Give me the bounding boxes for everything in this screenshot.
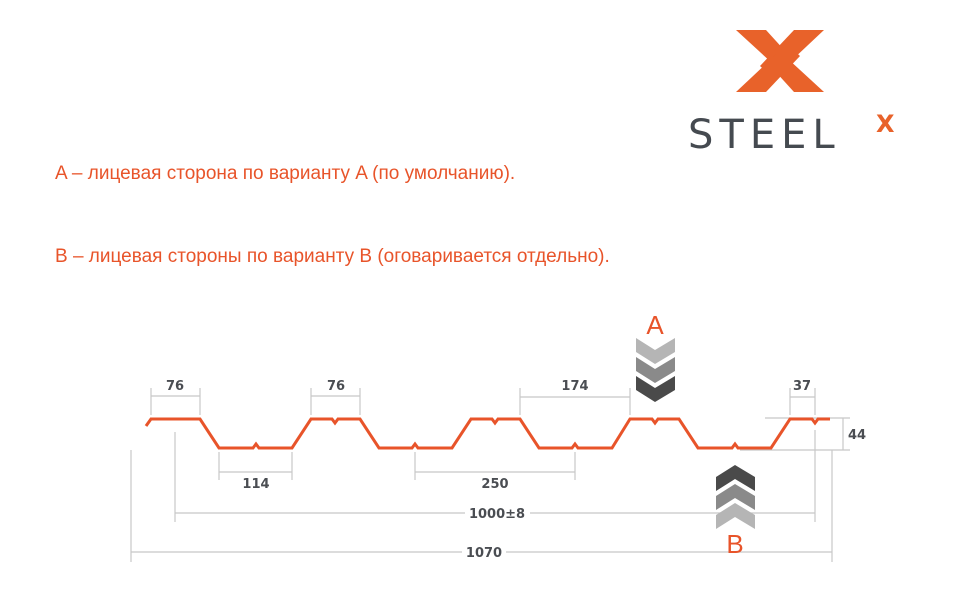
dimension-labels: 76 76 174 37 44 114 250 1000±8 1070 [166, 379, 866, 561]
svg-text:250: 250 [481, 477, 508, 492]
svg-text:1070: 1070 [466, 546, 502, 561]
description-side-a: A – лицевая сторона по варианту A (по ум… [55, 163, 516, 184]
svg-text:114: 114 [242, 477, 269, 492]
svg-text:76: 76 [327, 379, 345, 394]
logo-superscript: X [876, 110, 895, 138]
side-a-label: A [646, 310, 664, 340]
svg-text:1000±8: 1000±8 [469, 507, 525, 522]
svg-text:76: 76 [166, 379, 184, 394]
logo-text: STEEL [688, 112, 841, 158]
description-side-b: B – лицевая стороны по варианту B (огова… [55, 246, 610, 267]
dimension-lines [130, 388, 850, 562]
side-b-label: B [726, 529, 743, 559]
sheet-profile [144, 417, 830, 450]
chevrons-up-icon [716, 465, 755, 529]
svg-text:44: 44 [848, 428, 866, 443]
svg-text:174: 174 [561, 379, 588, 394]
chevrons-down-icon [636, 338, 675, 402]
steelx-logo: STEEL X [688, 30, 895, 158]
svg-text:37: 37 [793, 379, 811, 394]
logo-x-mark-icon [736, 30, 824, 92]
